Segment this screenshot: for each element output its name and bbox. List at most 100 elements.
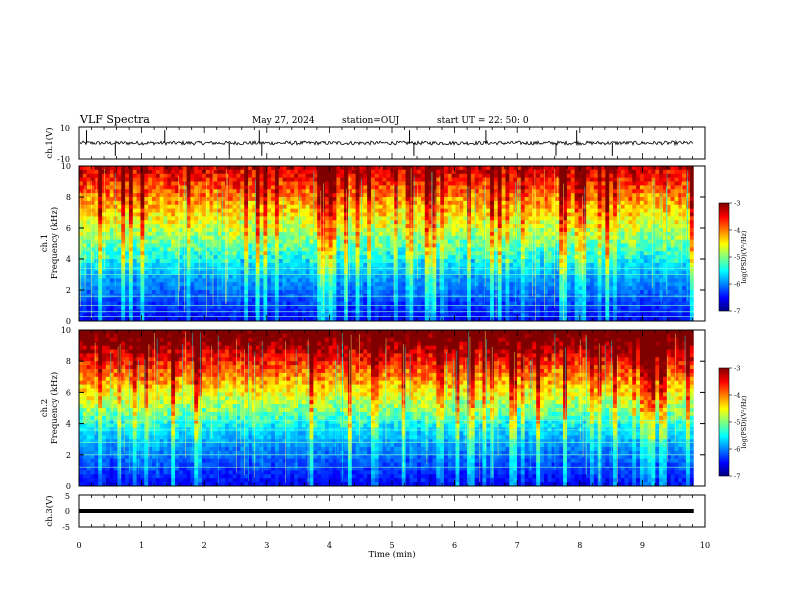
spectrogram-cell — [240, 301, 245, 306]
spectrogram-cell — [240, 208, 245, 213]
spectrogram-cell — [324, 266, 330, 272]
spectrogram-cell — [432, 181, 437, 186]
spectrogram-cell — [251, 313, 257, 318]
spectrogram-cell — [424, 166, 430, 171]
spectrogram-cell — [420, 200, 426, 206]
spectrogram-cell — [213, 197, 218, 202]
spectrogram-cell — [198, 282, 203, 287]
spectrogram-cell — [501, 274, 506, 279]
spectrogram-cell — [113, 173, 118, 179]
spectrogram-cell — [136, 282, 141, 287]
spectrogram-cell — [201, 290, 207, 295]
spectrogram-cell — [217, 212, 222, 217]
spectrogram-cell — [301, 200, 307, 206]
spectrogram-cell — [451, 278, 456, 283]
spectrogram-cell — [244, 224, 249, 229]
spectrogram-cell — [175, 301, 180, 306]
spectrogram-cell — [232, 204, 237, 210]
spectrogram-cell — [520, 262, 526, 268]
spectrogram-cell — [524, 169, 529, 175]
spectrogram-cell — [451, 301, 456, 306]
spectrogram-cell — [244, 220, 249, 225]
spectrogram-cell — [236, 220, 241, 225]
spectrogram-cell — [371, 297, 376, 303]
spectrogram-cell — [486, 231, 491, 237]
spectrogram-cell — [225, 313, 230, 318]
spectrogram-cell — [501, 251, 506, 256]
spectrogram-cell — [221, 251, 226, 256]
spectrogram-cell — [493, 189, 499, 194]
spectrogram-cell — [209, 266, 214, 272]
spectrogram-cell — [440, 228, 445, 233]
spectrogram-cell — [125, 228, 130, 233]
spectrogram-cell — [520, 197, 526, 202]
spectrogram-cell — [213, 239, 218, 244]
spectrogram-cell — [232, 290, 237, 295]
spectrogram-cell — [405, 305, 410, 310]
spectrogram-cell — [401, 305, 406, 310]
spectrogram-cell — [336, 212, 341, 217]
spectrogram-cell — [528, 278, 533, 283]
spectrogram-cell — [417, 290, 422, 295]
spectrogram-cell — [98, 228, 103, 233]
spectrogram-cell — [513, 270, 518, 275]
spectrogram-cell — [255, 169, 260, 175]
spectrogram-cell — [540, 177, 545, 182]
spectrogram-cell — [401, 193, 406, 198]
spectrogram-cell — [470, 305, 476, 310]
spectrogram-cell — [294, 177, 299, 182]
spectrogram-cell — [505, 290, 510, 295]
spectrogram-cell — [451, 243, 456, 248]
spectrogram-cell — [536, 251, 541, 256]
spectrogram-cell — [286, 317, 291, 322]
spectrogram-cell — [478, 212, 483, 217]
spectrogram-cell — [144, 166, 149, 171]
spectrogram-cell — [517, 200, 522, 206]
spectrogram-cell — [79, 286, 84, 291]
spectrogram-cell — [155, 228, 161, 233]
spectrogram-cell — [171, 255, 176, 260]
spectrogram-cell — [540, 262, 545, 268]
spectrogram-cell — [532, 290, 537, 295]
spectrogram-cell — [79, 197, 84, 202]
spectrogram-cell — [217, 177, 222, 182]
spectrogram-cell — [232, 200, 237, 206]
spectrogram-cell — [505, 169, 510, 175]
spectrogram-cell — [328, 197, 333, 202]
spectrogram-cell — [240, 200, 245, 206]
spectrogram-cell — [263, 262, 268, 268]
spectrogram-cell — [497, 169, 503, 175]
spectrogram-cell — [121, 247, 126, 252]
spectrogram-cell — [259, 220, 264, 225]
spectrogram-cell — [205, 239, 211, 244]
spectrogram-cell — [455, 255, 460, 260]
spectrogram-cell — [94, 297, 99, 303]
spectrogram-cell — [263, 208, 268, 213]
spectrogram-cell — [194, 224, 199, 229]
spectrogram-cell — [328, 297, 333, 303]
spectrogram-cell — [332, 262, 337, 268]
spectrogram-cell — [509, 166, 514, 171]
spectrogram-cell — [386, 278, 391, 283]
spectrogram-cell — [386, 193, 391, 198]
spectrogram-cell — [547, 216, 552, 221]
spectrogram-cell — [205, 169, 211, 175]
spectrogram-cell — [513, 235, 518, 241]
spectrogram-cell — [148, 197, 153, 202]
spectrogram-cell — [79, 278, 84, 283]
spectrogram-cell — [125, 208, 130, 213]
spectrogram-cell — [547, 200, 552, 206]
spectrogram-cell — [524, 317, 529, 322]
spectrogram-cell — [274, 197, 280, 202]
spectrogram-cell — [301, 297, 307, 303]
spectrogram-cell — [451, 189, 456, 194]
spectrogram-cell — [121, 270, 126, 275]
spectrogram-cell — [198, 297, 203, 303]
spectrogram-cell — [109, 169, 114, 175]
spectrogram-cell — [205, 189, 211, 194]
spectrogram-cell — [155, 189, 161, 194]
spectrogram-cell — [490, 259, 495, 264]
spectrogram-cell — [324, 278, 330, 283]
spectrogram-cell — [432, 231, 437, 237]
spectrogram-cell — [386, 274, 391, 279]
